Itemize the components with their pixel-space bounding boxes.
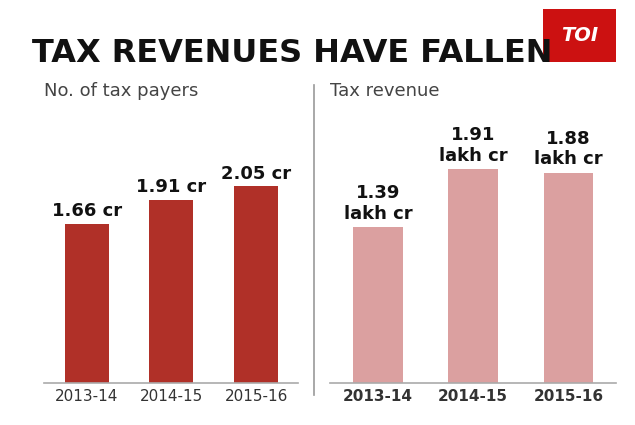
Text: 1.91
lakh cr: 1.91 lakh cr <box>439 126 507 165</box>
Text: 2.05 cr: 2.05 cr <box>221 164 291 183</box>
Text: No. of tax payers: No. of tax payers <box>44 82 199 100</box>
Text: 1.91 cr: 1.91 cr <box>137 178 206 196</box>
Bar <box>448 170 498 382</box>
Text: TAX REVENUES HAVE FALLEN: TAX REVENUES HAVE FALLEN <box>32 38 552 68</box>
Text: Tax revenue: Tax revenue <box>330 82 439 100</box>
Bar <box>65 224 109 382</box>
Bar <box>544 173 593 382</box>
Bar <box>234 187 278 382</box>
Bar <box>149 200 194 382</box>
Text: TOI: TOI <box>561 26 598 45</box>
Bar <box>353 227 403 382</box>
Text: 1.88
lakh cr: 1.88 lakh cr <box>534 130 603 168</box>
Text: 1.39
lakh cr: 1.39 lakh cr <box>344 184 412 223</box>
Text: 1.66 cr: 1.66 cr <box>51 202 122 220</box>
